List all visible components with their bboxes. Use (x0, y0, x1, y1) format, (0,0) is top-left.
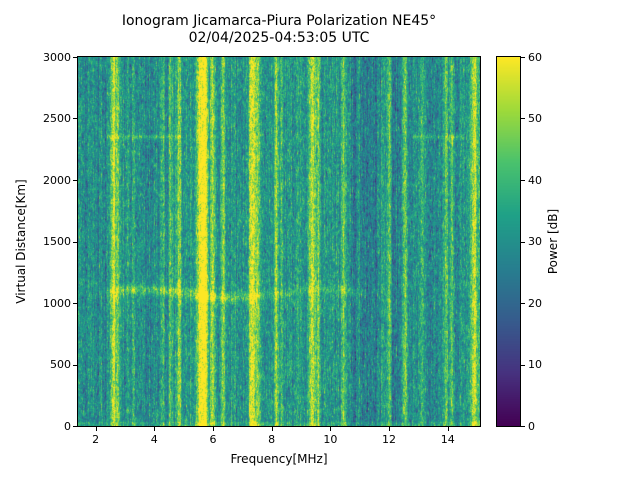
colorbar (496, 56, 521, 427)
colorbar-tick-label: 20 (528, 296, 542, 310)
y-tick-label: 2000 (43, 173, 71, 187)
y-tick-mark (73, 302, 77, 304)
colorbar-tick-mark (521, 117, 525, 119)
y-tick-label: 2500 (43, 112, 71, 125)
x-tick-label: 12 (382, 433, 397, 446)
x-tick-mark (388, 427, 390, 431)
chart-subtitle: 02/04/2025-04:53:05 UTC (188, 30, 370, 46)
colorbar-tick-mark (521, 56, 525, 58)
x-tick-label: 10 (323, 433, 338, 446)
chart-title: Ionogram Jicamarca-Piura Polarization NE… (121, 13, 437, 29)
x-tick-mark (447, 427, 449, 431)
y-tick-mark (73, 425, 77, 427)
colorbar-tick-mark (521, 364, 525, 366)
x-tick-label: 2 (92, 433, 100, 446)
y-tick-mark (73, 179, 77, 181)
x-tick-mark (153, 427, 155, 431)
y-tick-label: 1000 (43, 296, 71, 310)
y-tick-label: 500 (50, 358, 71, 371)
x-tick-mark (212, 427, 214, 431)
x-tick-label: 8 (268, 433, 276, 446)
plot-area (77, 56, 481, 427)
x-tick-label: 4 (150, 433, 158, 446)
y-tick-label: 1500 (43, 235, 71, 248)
colorbar-tick-mark (521, 425, 525, 427)
colorbar-tick-label: 0 (528, 419, 535, 433)
colorbar-tick-label: 60 (528, 50, 542, 64)
x-tick-mark (95, 427, 97, 431)
y-tick-label: 0 (64, 419, 71, 433)
colorbar-tick-mark (521, 241, 525, 243)
x-tick-label: 6 (209, 433, 217, 446)
x-tick-mark (271, 427, 273, 431)
y-tick-mark (73, 241, 77, 243)
y-axis-label: Virtual Distance[Km] (14, 179, 28, 304)
colorbar-tick-mark (521, 179, 525, 181)
colorbar-label: Power [dB] (546, 208, 560, 275)
colorbar-tick-label: 10 (528, 358, 542, 371)
x-tick-label: 14 (440, 433, 455, 446)
y-tick-mark (73, 117, 77, 119)
title-block: Ionogram Jicamarca-Piura Polarization NE… (78, 13, 480, 47)
x-axis-label: Frequency[MHz] (230, 452, 328, 466)
y-tick-label: 3000 (43, 50, 71, 64)
y-tick-mark (73, 364, 77, 366)
colorbar-tick-mark (521, 302, 525, 304)
y-tick-mark (73, 56, 77, 58)
colorbar-canvas (497, 57, 520, 426)
heatmap-canvas (78, 57, 480, 426)
colorbar-tick-label: 40 (528, 173, 542, 187)
colorbar-tick-label: 50 (528, 112, 542, 125)
colorbar-tick-label: 30 (528, 235, 542, 248)
x-tick-mark (329, 427, 331, 431)
